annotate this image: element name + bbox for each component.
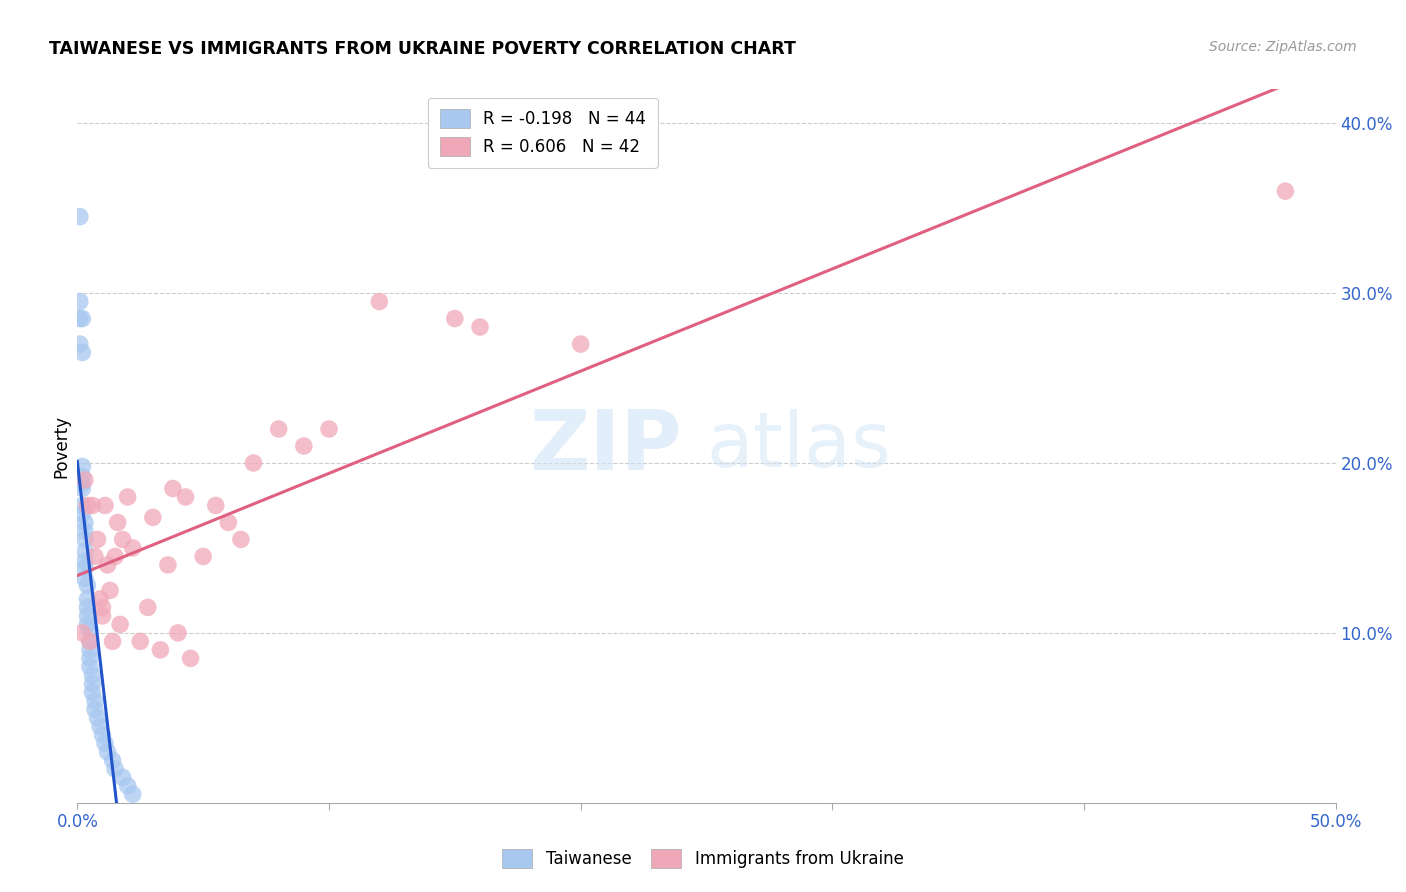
Point <box>82 677 104 691</box>
Point <box>73 473 96 487</box>
Point <box>121 787 143 801</box>
Point <box>142 510 165 524</box>
Point <box>292 439 315 453</box>
Point <box>76 591 98 606</box>
Point <box>73 544 96 558</box>
Point <box>267 422 290 436</box>
Point <box>156 558 179 572</box>
Point <box>72 507 94 521</box>
Point <box>191 549 215 564</box>
Point <box>72 345 94 359</box>
Point <box>86 711 108 725</box>
Point <box>84 694 107 708</box>
Point <box>96 558 118 572</box>
Point <box>69 337 91 351</box>
Legend: Taiwanese, Immigrants from Ukraine: Taiwanese, Immigrants from Ukraine <box>496 842 910 875</box>
Point <box>96 745 118 759</box>
Point <box>86 533 108 547</box>
Point <box>204 499 226 513</box>
Point <box>111 533 134 547</box>
Point <box>94 499 117 513</box>
Point <box>73 516 96 530</box>
Point <box>121 541 143 555</box>
Point <box>73 572 96 586</box>
Point <box>229 533 252 547</box>
Point <box>82 668 104 682</box>
Point <box>174 490 197 504</box>
Point <box>111 770 134 784</box>
Point <box>136 600 159 615</box>
Text: Source: ZipAtlas.com: Source: ZipAtlas.com <box>1209 40 1357 54</box>
Point <box>94 736 117 750</box>
Point <box>444 311 467 326</box>
Point <box>129 634 152 648</box>
Point <box>73 524 96 538</box>
Point <box>242 456 264 470</box>
Point <box>468 320 491 334</box>
Point <box>101 634 124 648</box>
Point <box>79 634 101 648</box>
Text: ZIP: ZIP <box>529 406 682 486</box>
Point <box>73 561 96 575</box>
Point <box>72 459 94 474</box>
Point <box>91 608 114 623</box>
Point <box>79 660 101 674</box>
Point <box>69 210 91 224</box>
Point <box>318 422 340 436</box>
Point <box>162 482 184 496</box>
Point <box>73 533 96 547</box>
Point <box>72 499 94 513</box>
Point <box>72 476 94 491</box>
Point <box>82 499 104 513</box>
Point <box>89 719 111 733</box>
Point <box>1274 184 1296 198</box>
Point <box>84 549 107 564</box>
Point <box>76 608 98 623</box>
Point <box>217 516 239 530</box>
Point <box>76 499 98 513</box>
Point <box>69 311 91 326</box>
Point <box>91 600 114 615</box>
Point <box>569 337 592 351</box>
Point <box>108 617 131 632</box>
Point <box>72 626 94 640</box>
Legend: R = -0.198   N = 44, R = 0.606   N = 42: R = -0.198 N = 44, R = 0.606 N = 42 <box>429 97 658 168</box>
Point <box>149 643 172 657</box>
Point <box>79 623 101 637</box>
Text: atlas: atlas <box>707 409 891 483</box>
Point <box>72 482 94 496</box>
Text: TAIWANESE VS IMMIGRANTS FROM UKRAINE POVERTY CORRELATION CHART: TAIWANESE VS IMMIGRANTS FROM UKRAINE POV… <box>49 40 796 58</box>
Point <box>117 490 139 504</box>
Point <box>72 311 94 326</box>
Point <box>98 583 121 598</box>
Point <box>104 549 127 564</box>
Point <box>167 626 190 640</box>
Point <box>72 469 94 483</box>
Point <box>89 591 111 606</box>
Y-axis label: Poverty: Poverty <box>52 415 70 477</box>
Point <box>76 600 98 615</box>
Point <box>107 516 129 530</box>
Point <box>79 634 101 648</box>
Point <box>101 753 124 767</box>
Point <box>79 651 101 665</box>
Point <box>73 555 96 569</box>
Point <box>117 779 139 793</box>
Point <box>368 294 391 309</box>
Point <box>104 762 127 776</box>
Point <box>82 685 104 699</box>
Point <box>180 651 202 665</box>
Point <box>91 728 114 742</box>
Point <box>84 702 107 716</box>
Point <box>69 294 91 309</box>
Point <box>76 578 98 592</box>
Point <box>79 643 101 657</box>
Point <box>76 617 98 632</box>
